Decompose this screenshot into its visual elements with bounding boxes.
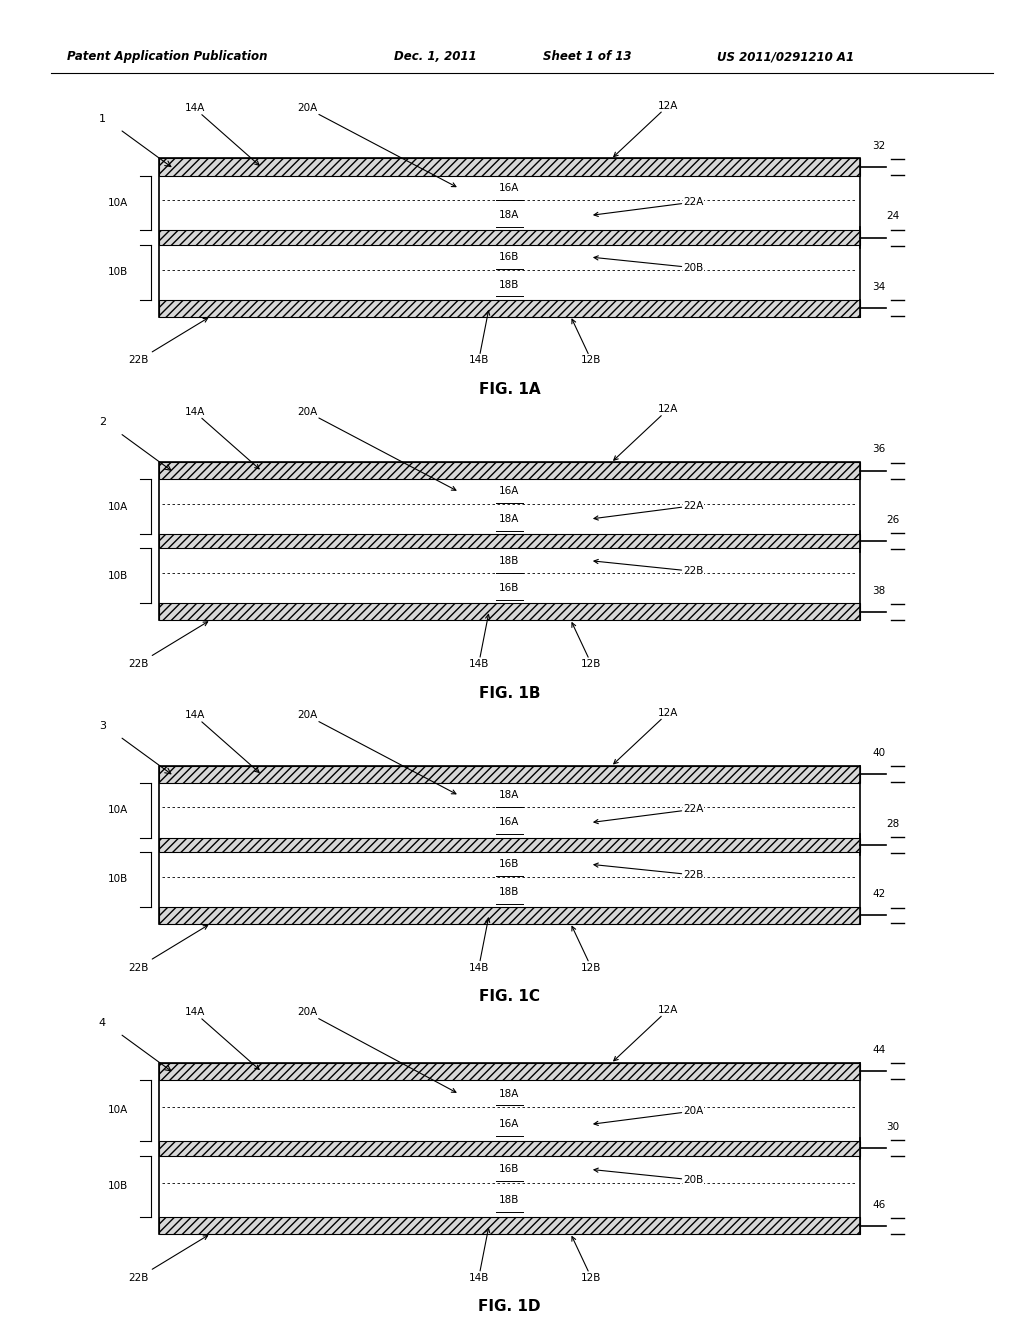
Text: 12B: 12B: [571, 927, 601, 973]
Bar: [159, 766, 860, 783]
Bar: [159, 1063, 860, 1234]
Bar: [159, 907, 860, 924]
Text: 20B: 20B: [594, 256, 703, 273]
Text: 22B: 22B: [128, 318, 208, 366]
Text: FIG. 1D: FIG. 1D: [478, 1299, 541, 1315]
Bar: [159, 300, 860, 317]
Text: 18B: 18B: [500, 556, 519, 566]
Text: 22A: 22A: [594, 500, 703, 520]
Text: 18B: 18B: [500, 280, 519, 289]
Bar: [159, 462, 860, 620]
Text: 22A: 22A: [594, 197, 703, 216]
Bar: [159, 1217, 860, 1234]
Text: 34: 34: [872, 282, 886, 292]
Text: 10A: 10A: [108, 198, 128, 209]
Text: FIG. 1A: FIG. 1A: [478, 381, 541, 397]
Text: 12A: 12A: [613, 708, 678, 764]
Text: 18A: 18A: [500, 210, 519, 220]
Text: 16B: 16B: [500, 859, 519, 870]
Text: 30: 30: [886, 1122, 899, 1133]
Text: 10A: 10A: [108, 805, 128, 816]
Text: 14B: 14B: [469, 310, 489, 366]
Text: 14A: 14A: [184, 103, 259, 165]
Text: 20A: 20A: [297, 710, 456, 793]
Text: 22B: 22B: [594, 560, 703, 577]
Text: 4: 4: [99, 1018, 105, 1028]
Text: 28: 28: [886, 818, 899, 829]
Text: 22B: 22B: [594, 863, 703, 880]
Text: 16A: 16A: [500, 183, 519, 193]
Text: 20B: 20B: [594, 1168, 703, 1185]
Text: 12B: 12B: [571, 1237, 601, 1283]
Text: 16A: 16A: [500, 817, 519, 828]
Bar: [159, 533, 860, 548]
Text: US 2011/0291210 A1: US 2011/0291210 A1: [717, 50, 854, 63]
Text: 12A: 12A: [613, 1005, 678, 1061]
Bar: [159, 766, 860, 924]
Text: 16B: 16B: [500, 252, 519, 263]
Text: 20A: 20A: [297, 407, 456, 490]
Text: 22B: 22B: [128, 925, 208, 973]
Text: 10A: 10A: [108, 502, 128, 512]
Bar: [159, 603, 860, 620]
Bar: [159, 158, 860, 317]
Text: 42: 42: [872, 890, 886, 899]
Bar: [159, 837, 860, 853]
Text: 26: 26: [886, 515, 899, 525]
Text: 20A: 20A: [594, 1106, 703, 1126]
Text: 18A: 18A: [500, 791, 519, 800]
Text: Dec. 1, 2011: Dec. 1, 2011: [394, 50, 477, 63]
Text: 12B: 12B: [571, 623, 601, 669]
Text: 20A: 20A: [297, 1007, 456, 1093]
Text: 44: 44: [872, 1045, 886, 1055]
Text: 36: 36: [872, 445, 886, 454]
Text: 14A: 14A: [184, 407, 259, 469]
Text: 46: 46: [872, 1200, 886, 1209]
Text: Patent Application Publication: Patent Application Publication: [67, 50, 267, 63]
Text: 22B: 22B: [128, 1236, 208, 1283]
Text: 16B: 16B: [500, 583, 519, 593]
Text: FIG. 1C: FIG. 1C: [479, 989, 540, 1005]
Text: 12A: 12A: [613, 100, 678, 157]
Text: 18B: 18B: [500, 1195, 519, 1205]
Text: 10A: 10A: [108, 1105, 128, 1115]
Text: 12B: 12B: [571, 319, 601, 366]
Text: FIG. 1B: FIG. 1B: [478, 685, 541, 701]
Text: 10B: 10B: [108, 570, 128, 581]
Text: 16A: 16A: [500, 1119, 519, 1130]
Text: 24: 24: [886, 211, 899, 222]
Text: 1: 1: [99, 114, 105, 124]
Text: 18A: 18A: [500, 1089, 519, 1098]
Text: 22A: 22A: [594, 804, 703, 824]
Text: 14B: 14B: [469, 917, 489, 973]
Text: 10B: 10B: [108, 874, 128, 884]
Text: 14A: 14A: [184, 1007, 259, 1069]
Text: 10B: 10B: [108, 267, 128, 277]
Text: 12A: 12A: [613, 404, 678, 461]
Text: 16A: 16A: [500, 487, 519, 496]
Text: 14A: 14A: [184, 710, 259, 772]
Text: 10B: 10B: [108, 1181, 128, 1192]
Text: 2: 2: [99, 417, 105, 428]
Text: 32: 32: [872, 141, 886, 150]
Text: 14B: 14B: [469, 614, 489, 669]
Text: 18B: 18B: [500, 887, 519, 896]
Text: 3: 3: [99, 721, 105, 731]
Text: 40: 40: [872, 748, 886, 758]
Text: 38: 38: [872, 586, 886, 595]
Bar: [159, 231, 860, 244]
Text: 18A: 18A: [500, 513, 519, 524]
Bar: [159, 158, 860, 176]
Bar: [159, 1140, 860, 1156]
Text: 14B: 14B: [469, 1228, 489, 1283]
Text: 16B: 16B: [500, 1164, 519, 1175]
Text: Sheet 1 of 13: Sheet 1 of 13: [543, 50, 631, 63]
Text: 20A: 20A: [297, 103, 456, 186]
Bar: [159, 462, 860, 479]
Bar: [159, 1063, 860, 1080]
Text: 22B: 22B: [128, 622, 208, 669]
